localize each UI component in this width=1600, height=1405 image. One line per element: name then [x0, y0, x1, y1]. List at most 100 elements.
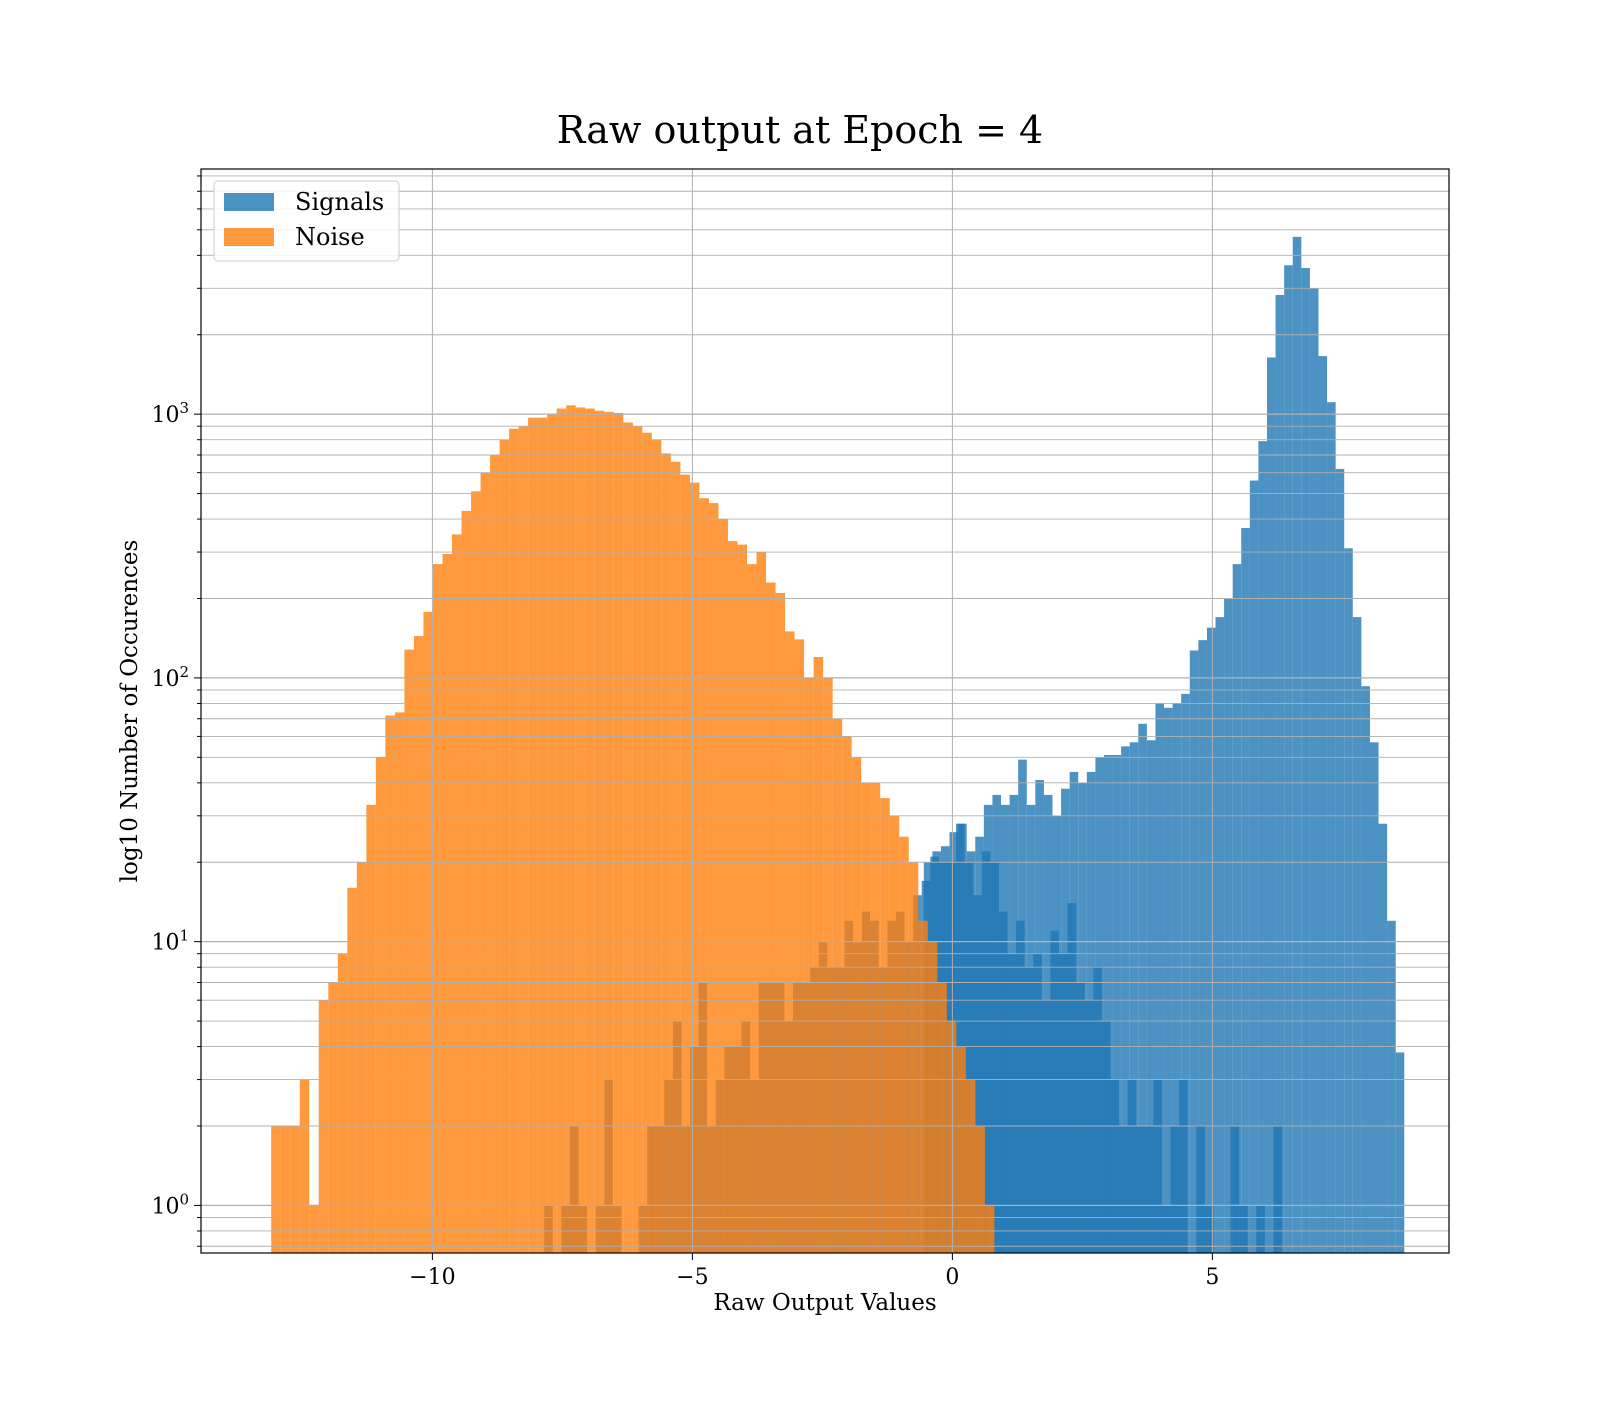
bar-signals [1095, 757, 1104, 1253]
bar-signals [1198, 640, 1207, 1253]
bar-signals [1001, 804, 1010, 1253]
bar-noise [766, 582, 776, 1253]
bar-noise [461, 510, 472, 1253]
bar-noise [689, 482, 700, 1253]
bar-noise [471, 491, 481, 1253]
bar-signals [1052, 815, 1062, 1253]
legend: Signals Noise [213, 180, 400, 262]
bar-signals [1009, 794, 1019, 1253]
bar-signals [1129, 742, 1139, 1253]
bar-signals [1344, 548, 1353, 1253]
legend-label-signals: Signals [295, 188, 384, 216]
bar-noise [442, 553, 453, 1253]
bar-noise [537, 417, 548, 1253]
y-tick-label: 101 [151, 927, 189, 956]
bar-noise [975, 1126, 985, 1253]
bar-signals [983, 804, 993, 1253]
bar-noise [347, 887, 357, 1253]
legend-swatch-noise [224, 228, 274, 246]
bar-signals [1086, 771, 1096, 1253]
bar-noise [908, 862, 919, 1253]
bar-signals [1164, 707, 1173, 1253]
bar-noise [271, 1126, 281, 1253]
bar-noise [918, 920, 928, 1253]
bar-noise [318, 1000, 329, 1253]
bar-noise [870, 782, 881, 1253]
bar-noise [509, 428, 519, 1253]
bar-noise [984, 1205, 995, 1253]
bar-signals [1387, 920, 1396, 1253]
bar-noise [699, 498, 709, 1254]
bar-signals [1069, 771, 1079, 1253]
y-tick-label: 103 [151, 399, 189, 428]
bar-noise [851, 757, 862, 1253]
bar-signals [1258, 441, 1267, 1253]
bar-signals [1284, 265, 1293, 1254]
bar-noise [718, 519, 728, 1253]
grid-layer [201, 169, 1449, 1253]
chart-title: Raw output at Epoch = 4 [557, 108, 1043, 152]
bar-noise [794, 639, 805, 1253]
bar-noise [566, 405, 576, 1253]
bar-signals [1275, 294, 1285, 1254]
bar-noise [747, 564, 757, 1253]
bar-signals [1361, 686, 1370, 1253]
bar-signals [1206, 627, 1216, 1253]
bar-noise [280, 1126, 291, 1253]
bar-signals [1043, 794, 1053, 1253]
bar-noise [661, 453, 671, 1253]
bar-signals [1224, 598, 1233, 1253]
bar-signals [1026, 804, 1036, 1253]
bar-noise [899, 836, 909, 1253]
bar-noise [727, 541, 738, 1253]
bar-signals [1241, 528, 1250, 1253]
bar-noise [680, 474, 690, 1254]
bar-signals [1369, 742, 1379, 1253]
bar-noise [813, 657, 824, 1253]
bar-signals [1121, 746, 1130, 1253]
bar-noise [328, 982, 338, 1253]
bar-signals [1352, 617, 1362, 1253]
bar-noise [366, 804, 376, 1253]
legend-swatch-signals [224, 193, 274, 211]
bar-signals [1292, 236, 1302, 1253]
bar-noise [708, 503, 719, 1254]
legend-label-noise: Noise [295, 223, 365, 251]
bar-noise [823, 677, 833, 1253]
bar-signals [1155, 703, 1165, 1253]
y-axis-label: log10 Number of Occurences [117, 540, 143, 883]
bar-signals [966, 851, 976, 1253]
x-tick-label: −5 [676, 1265, 708, 1290]
bar-noise [413, 636, 424, 1253]
bar-signals [1395, 1052, 1405, 1253]
bar-signals [1078, 782, 1087, 1253]
bar-signals [1189, 650, 1199, 1253]
bar-signals [975, 836, 984, 1253]
bar-signals [1138, 723, 1147, 1253]
bar-noise [965, 1079, 976, 1253]
bar-signals [992, 794, 1002, 1253]
bar-noise [423, 611, 433, 1253]
bar-noise [337, 953, 348, 1253]
bar-signals [1172, 703, 1182, 1253]
bar-signals [1318, 356, 1328, 1254]
bar-noise [375, 757, 386, 1253]
bar-signals [1327, 402, 1336, 1253]
bar-noise [385, 715, 395, 1253]
bar-signals [1267, 357, 1276, 1254]
bar-noise [585, 408, 595, 1253]
bar-noise [842, 736, 852, 1253]
series-noise [271, 405, 995, 1254]
bar-noise [623, 422, 633, 1253]
bar-signals [1146, 740, 1156, 1253]
x-tick-label: 5 [1205, 1265, 1219, 1290]
bar-signals [1378, 823, 1388, 1253]
ticks-layer: −10 −5 0 5 100 101 102 103 [151, 175, 1219, 1290]
bar-signals [1232, 564, 1242, 1253]
bar-noise [889, 815, 900, 1253]
bar-noise [432, 564, 443, 1253]
bar-signals [1309, 288, 1319, 1253]
bar-noise [309, 1205, 319, 1253]
bar-noise [775, 592, 786, 1253]
